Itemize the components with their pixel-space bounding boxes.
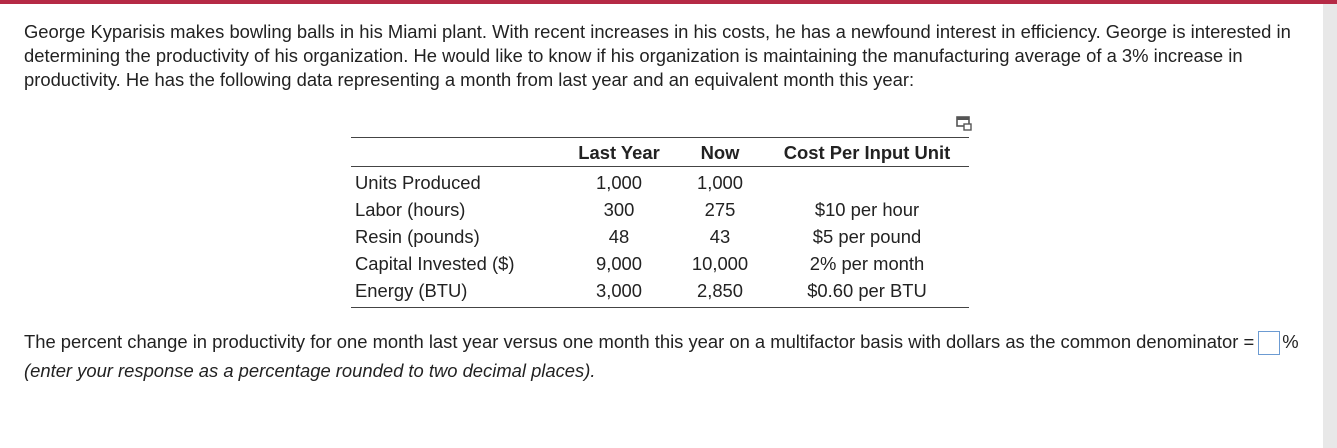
header-cost-per-input-unit: Cost Per Input Unit [783, 142, 951, 163]
table-row: Units Produced 1,000 1,000 [351, 169, 969, 196]
data-table: Last Year Now Cost Per Input Unit Units … [351, 137, 969, 308]
row-last-year: 3,000 [595, 280, 643, 301]
copy-table-icon[interactable] [955, 114, 973, 132]
row-now: 10,000 [691, 253, 749, 274]
row-last-year: 48 [608, 226, 630, 247]
table-body: Units Produced 1,000 1,000 Labor (hours)… [351, 167, 969, 307]
row-last-year: 9,000 [595, 253, 643, 274]
row-cost: $5 per pound [812, 226, 922, 247]
header-now: Now [700, 142, 740, 163]
answer-hint: (enter your response as a percentage rou… [24, 360, 596, 381]
question-text: The percent change in productivity for o… [24, 331, 1255, 352]
row-cost: $0.60 per BTU [807, 280, 927, 301]
row-now: 43 [709, 226, 731, 247]
table-row: Resin (pounds) 48 43 $5 per pound [351, 223, 969, 250]
answer-input[interactable] [1258, 331, 1281, 356]
row-now: 275 [704, 199, 736, 220]
question-prompt: The percent change in productivity for o… [24, 327, 1314, 385]
row-label: Energy (BTU) [355, 280, 468, 301]
table-header: Last Year Now Cost Per Input Unit [351, 138, 969, 167]
row-now: 1,000 [696, 172, 744, 193]
table-row: Labor (hours) 300 275 $10 per hour [351, 196, 969, 223]
header-last-year: Last Year [578, 142, 660, 163]
row-last-year: 300 [603, 199, 635, 220]
row-cost: $10 per hour [814, 199, 920, 220]
table-row: Energy (BTU) 3,000 2,850 $0.60 per BTU [351, 277, 969, 304]
vertical-scrollbar[interactable] [1323, 4, 1337, 448]
row-label: Units Produced [355, 172, 481, 193]
row-cost: 2% per month [809, 253, 925, 274]
row-label: Labor (hours) [355, 199, 466, 220]
row-label: Capital Invested ($) [355, 253, 515, 274]
row-label: Resin (pounds) [355, 226, 480, 247]
problem-intro: George Kyparisis makes bowling balls in … [24, 21, 1291, 90]
row-last-year: 1,000 [595, 172, 643, 193]
top-accent-bar [0, 0, 1337, 4]
row-now: 2,850 [696, 280, 744, 301]
table-row: Capital Invested ($) 9,000 10,000 2% per… [351, 250, 969, 277]
percent-sign: % [1282, 331, 1299, 352]
